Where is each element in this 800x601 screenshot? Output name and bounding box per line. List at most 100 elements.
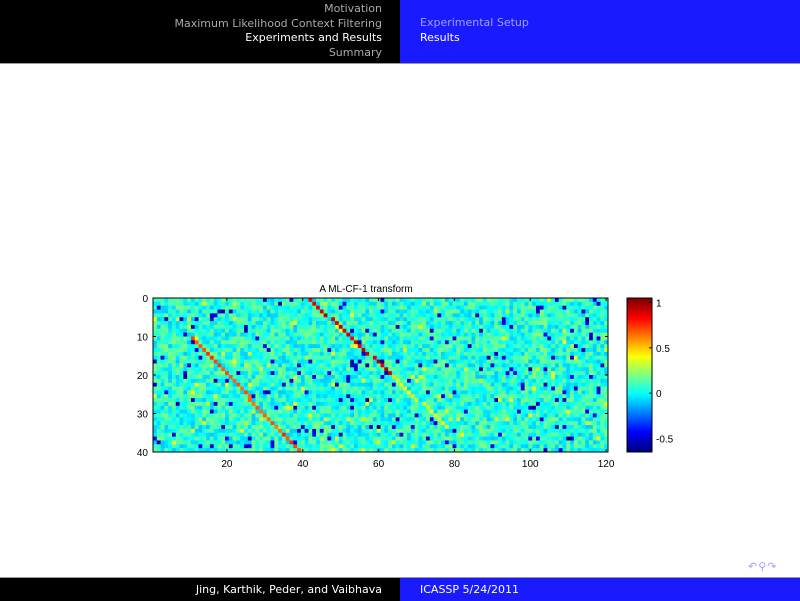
subsection-link[interactable]: Experimental Setup (420, 16, 529, 29)
colorbar-segment (627, 343, 652, 347)
heatmap-cell (209, 413, 215, 418)
heatmap-cell (353, 405, 359, 411)
heatmap-cell (429, 340, 434, 345)
heatmap-cell (346, 305, 351, 310)
heatmap-cell (327, 301, 332, 307)
heatmap-cell (399, 355, 404, 360)
heatmap-cell (395, 336, 400, 341)
heatmap-cell (399, 301, 404, 307)
heatmap-cell (194, 321, 199, 326)
heatmap-cell (160, 348, 165, 353)
heatmap-cell (418, 436, 423, 441)
heatmap-cell (600, 378, 605, 384)
heatmap-cell (153, 348, 158, 353)
heatmap-cell (168, 409, 173, 414)
section-link[interactable]: Maximum Likelihood Context Filtering (174, 16, 383, 30)
heatmap-cell (194, 375, 199, 380)
heatmap-cell (471, 394, 476, 399)
heatmap-cell (422, 359, 427, 364)
heatmap-cell (209, 440, 215, 445)
subsection-link-current[interactable]: Results (420, 30, 460, 44)
heatmap-cell (452, 436, 457, 441)
heatmap-cell (596, 313, 601, 318)
heatmap-cell (395, 332, 400, 337)
heatmap-cell (551, 432, 556, 437)
heatmap-cell (262, 321, 268, 326)
heatmap-cell (498, 444, 503, 449)
heatmap-cell (566, 378, 571, 384)
heatmap-cell (444, 444, 450, 449)
heatmap-cell (581, 332, 586, 337)
heatmap-cell (346, 367, 351, 372)
heatmap-cell (342, 340, 347, 345)
heatmap-cell (494, 298, 499, 303)
heatmap-cell (517, 444, 522, 449)
heatmap-cell (209, 371, 215, 376)
heatmap-cell (160, 413, 165, 418)
heatmap-cell (319, 428, 325, 434)
heatmap-cell (418, 344, 423, 349)
heatmap-cell (168, 378, 173, 384)
heatmap-cell (228, 359, 234, 364)
colorbar-segment (627, 406, 652, 410)
search-icon[interactable]: ⚲ (758, 560, 768, 573)
heatmap-cell (312, 448, 317, 453)
heatmap-cell (517, 324, 522, 330)
redo-icon[interactable]: ↷ (767, 560, 778, 573)
heatmap-cell (365, 336, 370, 341)
heatmap-cell (323, 440, 328, 445)
heatmap-cell (585, 409, 590, 414)
heatmap-cell (353, 313, 359, 318)
heatmap-cell (380, 371, 385, 376)
heatmap-cell (395, 321, 400, 326)
section-link[interactable]: Summary (328, 45, 382, 59)
heatmap-cell (281, 378, 287, 384)
heatmap-cell (183, 317, 188, 322)
heatmap-cell (293, 348, 298, 353)
heatmap-cell (414, 444, 419, 449)
heatmap-cell (505, 313, 510, 318)
heatmap-cell (369, 317, 374, 322)
heatmap-cell (369, 382, 374, 387)
heatmap-cell (281, 371, 287, 376)
undo-icon[interactable]: ↶ (748, 560, 759, 573)
heatmap-cell (179, 371, 184, 376)
heatmap-cell (213, 401, 218, 407)
heatmap-cell (543, 321, 548, 326)
heatmap-cell (384, 317, 389, 322)
section-link[interactable]: Motivation (324, 2, 382, 15)
heatmap-cell (444, 398, 450, 403)
heatmap-cell (554, 401, 560, 407)
heatmap-cell (365, 313, 370, 318)
heatmap-cell (285, 355, 290, 360)
heatmap-cell (236, 367, 241, 372)
heatmap-cell (187, 298, 192, 303)
heatmap-cell (198, 417, 203, 422)
heatmap-cell (528, 321, 533, 326)
heatmap-cell (505, 432, 510, 437)
heatmap-cell (524, 355, 529, 360)
heatmap-cell (585, 428, 590, 434)
heatmap-cell (562, 367, 567, 372)
heatmap-cell (490, 394, 495, 399)
heatmap-cell (589, 328, 594, 334)
heatmap-cell (194, 367, 199, 372)
heatmap-cell (520, 328, 525, 334)
heatmap-cell (391, 344, 397, 349)
heatmap-cell (225, 386, 230, 391)
heatmap-cell (456, 332, 461, 337)
heatmap-cell (581, 324, 586, 330)
heatmap-cell (429, 355, 434, 360)
heatmap-cell (486, 401, 491, 407)
heatmap-cell (407, 371, 412, 376)
heatmap-cell (395, 401, 400, 407)
heatmap-cell (327, 317, 332, 322)
section-link-current[interactable]: Experiments and Results (245, 31, 382, 44)
heatmap-cell (407, 440, 412, 445)
heatmap-cell (247, 432, 252, 437)
heatmap-cell (589, 378, 594, 384)
heatmap-cell (486, 309, 491, 314)
heatmap-cell (505, 317, 510, 322)
heatmap-cell (353, 448, 359, 453)
heatmap-cell (236, 417, 241, 422)
